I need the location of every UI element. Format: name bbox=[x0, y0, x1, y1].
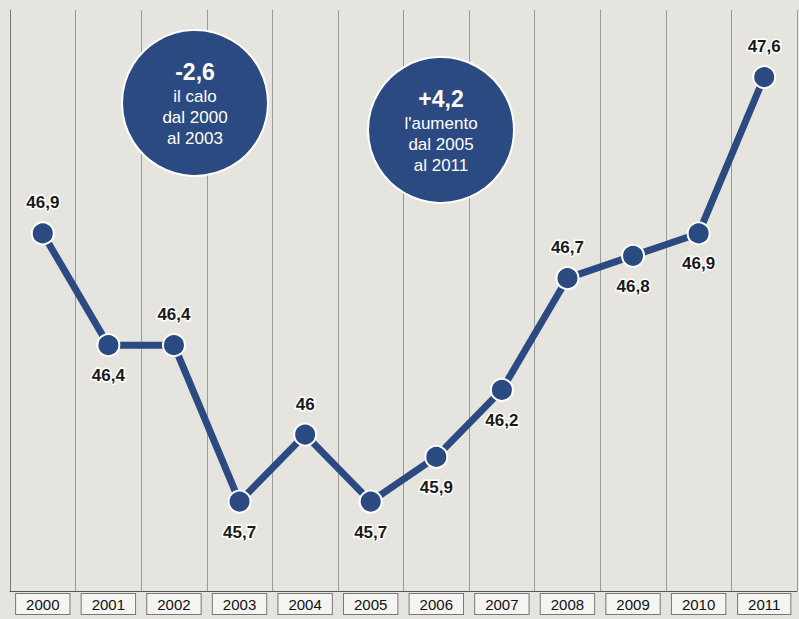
svg-text:2000: 2000 bbox=[26, 596, 59, 613]
svg-text:2007: 2007 bbox=[485, 596, 518, 613]
svg-text:46,4: 46,4 bbox=[92, 366, 126, 385]
svg-text:il calo: il calo bbox=[173, 87, 216, 106]
svg-text:2005: 2005 bbox=[354, 596, 387, 613]
svg-text:+4,2: +4,2 bbox=[418, 86, 463, 112]
svg-text:46,9: 46,9 bbox=[682, 254, 715, 273]
svg-text:l'aumento: l'aumento bbox=[404, 114, 477, 133]
svg-text:45,7: 45,7 bbox=[223, 523, 256, 542]
svg-text:2002: 2002 bbox=[157, 596, 190, 613]
svg-text:-2,6: -2,6 bbox=[175, 59, 215, 85]
svg-text:2010: 2010 bbox=[682, 596, 715, 613]
svg-text:2008: 2008 bbox=[551, 596, 584, 613]
svg-text:al 2003: al 2003 bbox=[167, 129, 223, 148]
svg-text:al 2011: al 2011 bbox=[414, 156, 469, 175]
svg-text:dal 2005: dal 2005 bbox=[408, 135, 473, 154]
svg-text:46,4: 46,4 bbox=[157, 305, 191, 324]
svg-text:46,2: 46,2 bbox=[485, 411, 518, 430]
svg-text:46: 46 bbox=[296, 395, 315, 414]
svg-text:2011: 2011 bbox=[748, 596, 780, 613]
svg-text:46,9: 46,9 bbox=[26, 193, 59, 212]
svg-text:47,6: 47,6 bbox=[748, 37, 781, 56]
svg-text:2006: 2006 bbox=[420, 596, 453, 613]
svg-text:46,8: 46,8 bbox=[616, 277, 649, 296]
svg-text:dal 2000: dal 2000 bbox=[162, 108, 227, 127]
svg-text:2009: 2009 bbox=[616, 596, 649, 613]
svg-text:2001: 2001 bbox=[92, 596, 125, 613]
svg-text:2004: 2004 bbox=[288, 596, 321, 613]
svg-text:45,7: 45,7 bbox=[354, 523, 387, 542]
svg-text:45,9: 45,9 bbox=[420, 478, 453, 497]
svg-text:46,7: 46,7 bbox=[551, 238, 584, 257]
svg-text:2003: 2003 bbox=[223, 596, 256, 613]
